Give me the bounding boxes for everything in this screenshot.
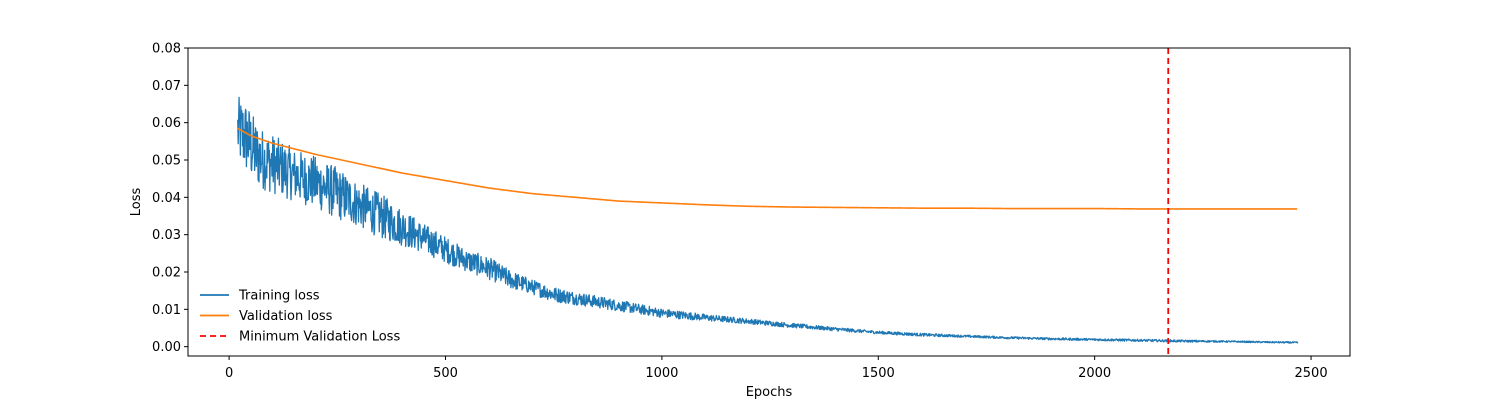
y-tick-label: 0.06	[152, 116, 181, 131]
y-tick-label: 0.07	[152, 79, 181, 94]
x-tick-label: 0	[225, 366, 233, 381]
y-tick-label: 0.00	[152, 340, 181, 355]
x-tick-label: 1500	[862, 366, 895, 381]
legend-label: Minimum Validation Loss	[239, 330, 400, 345]
legend-item: Validation loss	[200, 309, 333, 324]
x-axis-label: Epochs	[746, 385, 793, 400]
legend-item: Minimum Validation Loss	[200, 330, 400, 345]
y-axis-ticks: 0.00 0.01 0.02 0.03 0.04 0.05 0.06 0.07 0.08	[152, 42, 188, 355]
x-axis-ticks: 0 500 1000 1500 2000 2500	[225, 356, 1328, 381]
series-line-0	[237, 96, 1299, 344]
y-tick-label: 0.02	[152, 266, 181, 281]
legend-item: Training loss	[200, 289, 320, 304]
x-tick-label: 500	[433, 366, 458, 381]
y-tick-label: 0.03	[152, 228, 181, 243]
y-tick-label: 0.05	[152, 154, 181, 169]
legend: Training loss Validation loss Minimum Vali…	[200, 289, 400, 345]
legend-label: Training loss	[238, 289, 320, 304]
data-layer	[237, 48, 1299, 356]
y-tick-label: 0.01	[152, 303, 181, 318]
x-tick-label: 2000	[1078, 366, 1111, 381]
legend-label: Validation loss	[239, 309, 333, 324]
x-tick-label: 2500	[1295, 366, 1328, 381]
axes-border	[187, 47, 1351, 357]
y-axis-label: Loss	[129, 188, 144, 217]
y-tick-label: 0.04	[152, 191, 181, 206]
series-line-1	[237, 127, 1298, 210]
y-tick-label: 0.08	[152, 42, 181, 57]
x-tick-label: 1000	[645, 366, 678, 381]
axes-frame	[187, 47, 1351, 357]
